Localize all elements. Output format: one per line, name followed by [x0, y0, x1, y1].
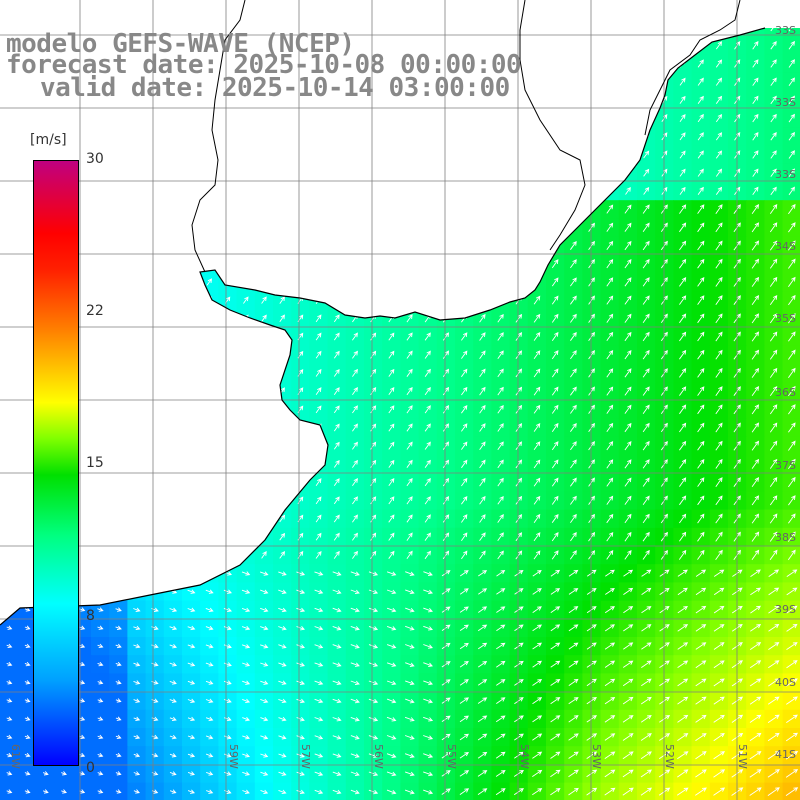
colorbar-tick-15: 15	[86, 455, 104, 471]
lat-label: 39S	[775, 603, 796, 616]
lat-label: 40S	[775, 676, 796, 689]
lat-label: 36S	[775, 386, 796, 399]
lat-label: 33S	[775, 96, 796, 109]
coastline	[0, 27, 766, 626]
colorbar-tick-8: 8	[86, 608, 95, 624]
lat-label: 33S	[775, 168, 796, 181]
lon-label: 61W	[9, 744, 22, 769]
lon-label: 51W	[736, 744, 749, 769]
colorbar-tick-22: 22	[86, 303, 104, 319]
forecast-date: forecast date: 2025-10-08 00:00:00	[6, 50, 522, 80]
lagoon-border	[519, 0, 586, 251]
lat-label: 33S	[775, 24, 796, 37]
lat-label: 35S	[775, 312, 796, 325]
lon-label: 56W	[372, 744, 385, 769]
lon-label: 52W	[663, 744, 676, 769]
lon-label: 54W	[518, 744, 531, 769]
lon-label: 55W	[445, 744, 458, 769]
colorbar-tick-30: 30	[86, 151, 104, 167]
colorbar-unit: [m/s]	[30, 132, 67, 148]
lat-label: 37S	[775, 459, 796, 472]
colorbar-tick-0: 0	[86, 760, 95, 776]
lat-label: 41S	[775, 748, 796, 761]
model-title: modelo GEFS-WAVE (NCEP)	[6, 29, 355, 59]
valid-date: valid date: 2025-10-14 03:00:00	[40, 73, 510, 103]
lagoon-mirim	[644, 0, 741, 136]
colorbar	[33, 160, 79, 766]
lat-label: 34S	[775, 240, 796, 253]
river-border	[191, 0, 246, 273]
lon-label: 53W	[590, 744, 603, 769]
lat-label: 38S	[775, 531, 796, 544]
lon-label: 59W	[227, 744, 240, 769]
lon-label: 57W	[299, 744, 312, 769]
